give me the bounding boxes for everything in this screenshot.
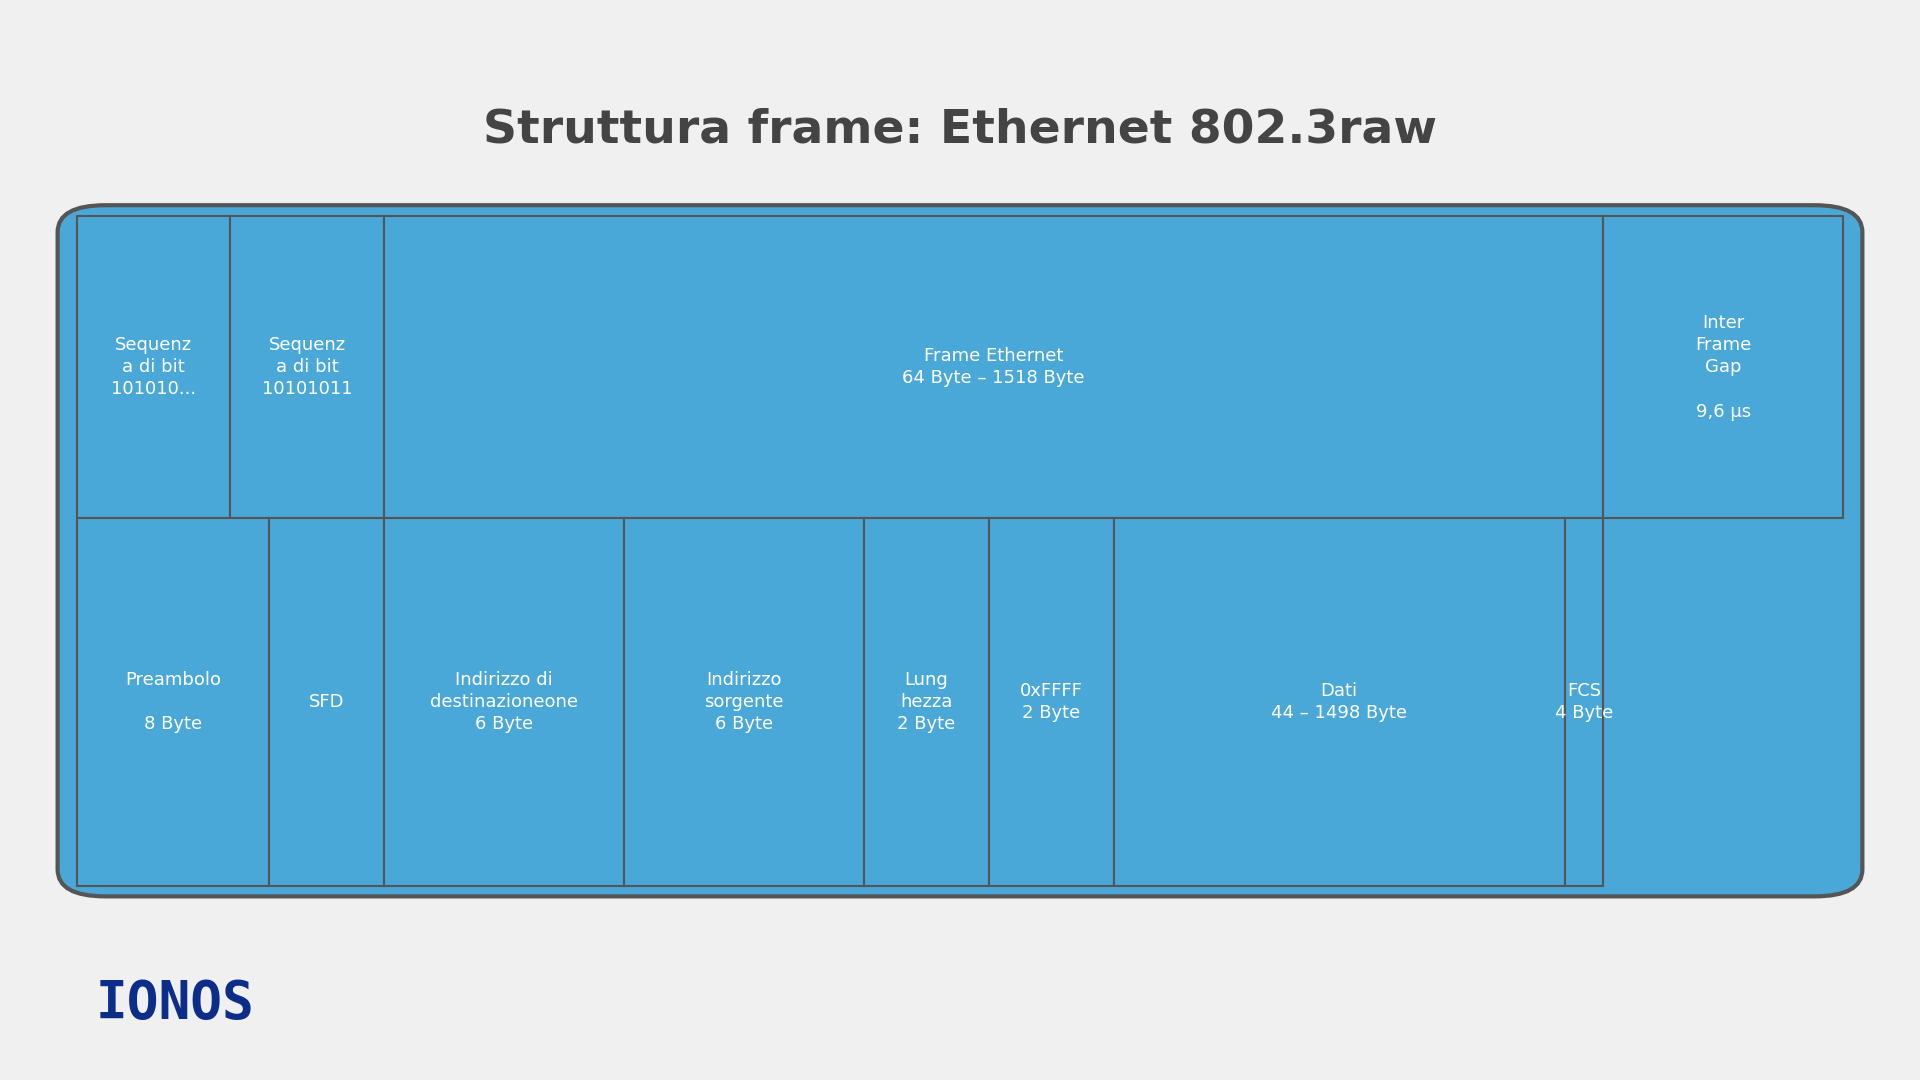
- FancyBboxPatch shape: [58, 205, 1862, 896]
- FancyBboxPatch shape: [624, 518, 864, 886]
- Text: Indirizzo di
destinazioneone
6 Byte: Indirizzo di destinazioneone 6 Byte: [430, 671, 578, 733]
- FancyBboxPatch shape: [1114, 518, 1565, 886]
- Text: Indirizzo
sorgente
6 Byte: Indirizzo sorgente 6 Byte: [705, 671, 783, 733]
- Text: IONOS: IONOS: [96, 978, 255, 1030]
- Text: Inter
Frame
Gap

9,6 µs: Inter Frame Gap 9,6 µs: [1695, 314, 1751, 420]
- FancyBboxPatch shape: [384, 216, 1603, 518]
- FancyBboxPatch shape: [77, 518, 269, 886]
- Text: Preambolo

8 Byte: Preambolo 8 Byte: [125, 671, 221, 733]
- FancyBboxPatch shape: [77, 216, 230, 518]
- Text: SFD: SFD: [309, 693, 344, 711]
- FancyBboxPatch shape: [384, 518, 624, 886]
- Text: FCS
4 Byte: FCS 4 Byte: [1555, 681, 1613, 723]
- Text: Frame Ethernet
64 Byte – 1518 Byte: Frame Ethernet 64 Byte – 1518 Byte: [902, 347, 1085, 388]
- Text: Sequenz
a di bit
101010...: Sequenz a di bit 101010...: [111, 336, 196, 399]
- FancyBboxPatch shape: [230, 216, 384, 518]
- FancyBboxPatch shape: [864, 518, 989, 886]
- Text: 0xFFFF
2 Byte: 0xFFFF 2 Byte: [1020, 681, 1083, 723]
- Text: Lung
hezza
2 Byte: Lung hezza 2 Byte: [897, 671, 956, 733]
- FancyBboxPatch shape: [1565, 518, 1603, 886]
- FancyBboxPatch shape: [1603, 216, 1843, 518]
- Text: Dati
44 – 1498 Byte: Dati 44 – 1498 Byte: [1271, 681, 1407, 723]
- FancyBboxPatch shape: [989, 518, 1114, 886]
- FancyBboxPatch shape: [269, 518, 384, 886]
- Text: Struttura frame: Ethernet 802.3raw: Struttura frame: Ethernet 802.3raw: [484, 107, 1436, 152]
- Text: Sequenz
a di bit
10101011: Sequenz a di bit 10101011: [261, 336, 353, 399]
